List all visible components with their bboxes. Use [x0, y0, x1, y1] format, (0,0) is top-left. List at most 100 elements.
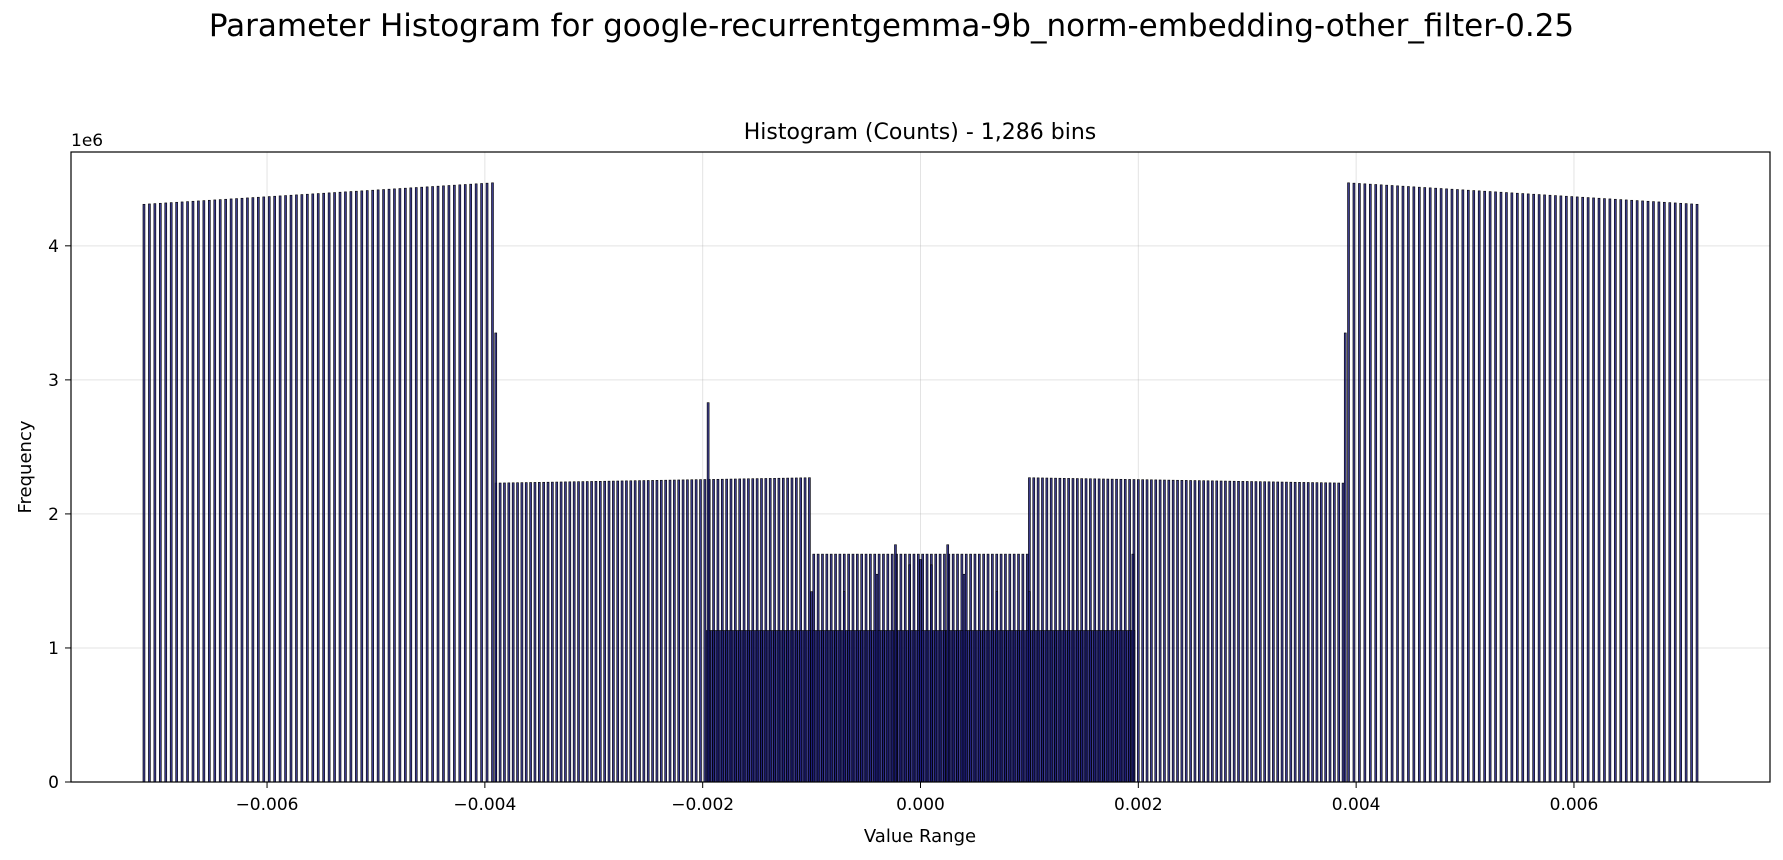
histogram-bar: [827, 630, 831, 783]
histogram-bar: [686, 479, 689, 783]
histogram-bar: [1241, 481, 1245, 783]
histogram-bar: [1679, 202, 1682, 783]
histogram-bar: [333, 192, 336, 783]
histogram-bar: [1554, 195, 1557, 783]
histogram-bar: [1012, 630, 1016, 783]
histogram-bar: [655, 480, 659, 783]
x-tick-label: 0.006: [1550, 795, 1599, 815]
histogram-bar: [716, 630, 720, 783]
histogram-bar: [186, 201, 189, 783]
histogram-bar: [1668, 202, 1672, 783]
x-tick-label: 0.002: [1114, 795, 1163, 815]
histogram-bar: [853, 630, 857, 783]
histogram-bar: [986, 630, 990, 783]
histogram-bar: [1343, 332, 1347, 783]
histogram-bar: [764, 630, 768, 783]
histogram-bar: [1510, 192, 1514, 783]
histogram-bar: [703, 479, 707, 783]
histogram-bar: [1025, 630, 1029, 783]
histogram-bar: [1259, 481, 1262, 783]
histogram-bar: [1131, 553, 1135, 783]
histogram-bar: [751, 630, 755, 783]
histogram-bar: [1030, 630, 1033, 783]
histogram-bar: [507, 482, 511, 783]
histogram-bar: [213, 199, 217, 783]
histogram-bar: [962, 573, 966, 783]
histogram-bar: [599, 480, 602, 783]
histogram-bar: [1250, 481, 1253, 783]
histogram-bar: [436, 185, 440, 783]
histogram-bar: [169, 202, 173, 783]
histogram-bar: [1483, 190, 1486, 783]
histogram-bar: [814, 630, 818, 783]
histogram-bar: [1056, 630, 1060, 783]
histogram-bar: [899, 630, 903, 783]
histogram-bar: [491, 182, 494, 783]
histogram-bar: [797, 630, 800, 783]
histogram-bar: [1163, 479, 1166, 783]
plot-title: Histogram (Counts) - 1,286 bins: [744, 120, 1096, 145]
histogram-bar: [1117, 630, 1121, 783]
histogram-bar: [1467, 189, 1470, 783]
x-tick-label: −0.006: [236, 795, 299, 815]
y-tick-label: 2: [48, 505, 59, 525]
histogram-bar: [1224, 480, 1227, 783]
histogram-bar: [197, 200, 200, 783]
histogram-bar: [1306, 482, 1310, 783]
histogram-bar: [727, 630, 731, 783]
histogram-bar: [1041, 630, 1044, 783]
histogram-bar: [720, 630, 724, 783]
histogram-bar: [864, 630, 868, 783]
histogram-bar: [1450, 188, 1454, 783]
histogram-bar: [1006, 630, 1009, 783]
histogram-bar: [1657, 201, 1661, 783]
histogram-bar: [975, 630, 979, 783]
histogram-bar: [729, 630, 733, 783]
histogram-bar: [832, 630, 835, 783]
histogram-bar: [607, 480, 611, 783]
histogram-bar: [1315, 482, 1319, 783]
histogram-bar: [1015, 630, 1018, 783]
histogram-bar: [1646, 200, 1650, 783]
histogram-bar: [875, 573, 879, 783]
histogram-bar: [229, 198, 233, 783]
histogram-bar: [1045, 630, 1049, 783]
histogram-bar: [799, 630, 802, 783]
histogram-bar: [463, 184, 467, 783]
histogram-bar: [1456, 189, 1459, 783]
histogram-bar: [1254, 481, 1258, 783]
histogram-bar: [725, 630, 728, 783]
histogram-bar: [997, 630, 1001, 783]
histogram-bar: [480, 183, 483, 783]
histogram-bar: [810, 591, 813, 783]
histogram-bar: [882, 630, 885, 783]
histogram-bar: [398, 188, 402, 783]
histogram-bar: [1021, 630, 1025, 783]
histogram-bar: [1477, 190, 1481, 783]
y-axis-ticks: 0 1 2 3 4: [48, 237, 71, 793]
histogram-bar: [267, 196, 271, 783]
histogram-bar: [382, 189, 385, 783]
histogram-bar: [1285, 481, 1288, 783]
histogram-bar: [886, 630, 890, 783]
histogram-bar: [409, 187, 413, 783]
histogram-bar: [673, 479, 676, 783]
histogram-bar: [1690, 203, 1693, 783]
histogram-bar: [958, 630, 962, 783]
histogram-bar: [1054, 630, 1057, 783]
histogram-bar: [322, 192, 325, 783]
histogram-bar: [912, 630, 916, 783]
histogram-bar: [1008, 630, 1012, 783]
histogram-bar: [1396, 185, 1399, 783]
histogram-bar: [1082, 630, 1086, 783]
histogram-bar: [494, 332, 498, 783]
histogram-bar: [311, 193, 315, 783]
histogram-bar: [1263, 481, 1266, 783]
histogram-bar: [819, 630, 822, 783]
histogram-bar: [1193, 480, 1197, 783]
y-tick-label: 1: [48, 639, 59, 659]
histogram-bar: [842, 591, 846, 783]
histogram-bar: [1093, 630, 1097, 783]
histogram-bar: [718, 630, 722, 783]
histogram-bar: [980, 630, 983, 783]
